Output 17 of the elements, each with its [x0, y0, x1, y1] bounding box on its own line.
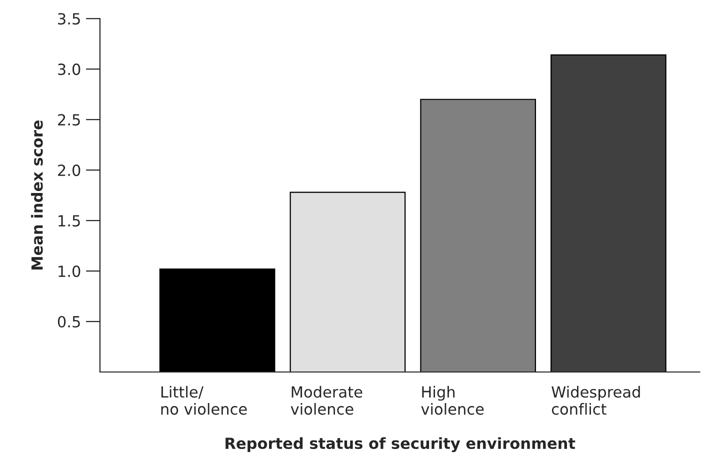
x-tick-label: Little/ no violence: [161, 386, 247, 415]
x-axis-title: Reported status of security environment: [226, 437, 576, 452]
y-tick-label: 2.5: [58, 114, 80, 126]
x-tick-label: High violence: [421, 386, 484, 415]
y-axis-title: Mean index score: [31, 120, 43, 270]
y-tick-label: 1.5: [58, 215, 80, 227]
y-tick-label: 2.0: [58, 164, 80, 176]
bar: [550, 54, 666, 372]
x-tick-label: Widespread conflict: [552, 386, 640, 415]
x-tick-label: Moderate violence: [290, 386, 362, 415]
bar: [159, 268, 276, 372]
y-tick-label: 3.5: [58, 13, 80, 25]
bar: [290, 192, 406, 372]
y-tick-label: 1.0: [58, 265, 80, 278]
bar: [420, 98, 536, 372]
y-tick-label: 3.0: [58, 64, 80, 76]
y-tick-label: 0.5: [58, 316, 80, 328]
